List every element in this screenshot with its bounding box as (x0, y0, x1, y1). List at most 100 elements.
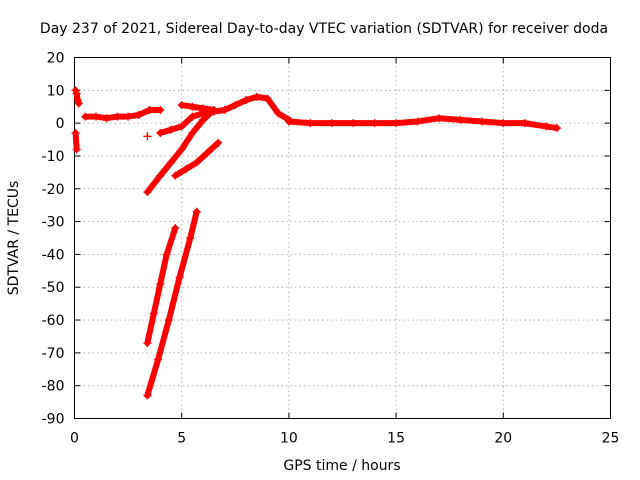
data-point (520, 119, 529, 128)
data-point (72, 145, 81, 154)
series-arc-steep2 (143, 207, 201, 400)
series-arc-diag1 (143, 106, 218, 197)
chart-title: Day 237 of 2021, Sidereal Day-to-day VTE… (40, 21, 608, 37)
data-point (171, 171, 180, 180)
data-point (477, 117, 486, 126)
data-point (284, 117, 293, 126)
data-point (154, 355, 163, 364)
y-tick-label: 0 (56, 116, 65, 132)
y-tick-label: -10 (42, 149, 65, 165)
x-axis-label: GPS time / hours (283, 458, 400, 474)
data-point (203, 148, 212, 157)
data-point (192, 207, 201, 216)
series-band (144, 107, 217, 196)
data-point (199, 104, 208, 113)
data-point (143, 132, 152, 141)
data-point (181, 165, 190, 174)
series-layer (71, 86, 561, 400)
series-arc-diag2 (171, 138, 223, 180)
data-point (392, 119, 401, 128)
data-point (274, 109, 283, 118)
data-point (124, 112, 133, 121)
x-tick-label: 20 (494, 431, 512, 447)
data-point (177, 122, 186, 131)
data-point (177, 101, 186, 110)
data-point (231, 101, 240, 110)
data-point (209, 106, 218, 115)
data-point (192, 158, 201, 167)
y-tick-label: -40 (42, 247, 65, 263)
data-point (156, 171, 165, 180)
tick-layer: 0 5 10 15 20 25 20 10 0 -10 -20 -30 -40 -50 -60 -70 -80 -… (42, 51, 620, 447)
data-point (188, 102, 197, 111)
data-point (166, 158, 175, 167)
data-point (434, 114, 443, 123)
data-point (72, 89, 81, 98)
data-point (175, 273, 184, 282)
data-point (370, 119, 379, 128)
y-tick-label: 10 (47, 83, 65, 99)
x-tick-label: 25 (602, 431, 620, 447)
x-tick-label: 15 (387, 431, 405, 447)
series-arc-steep1 (143, 224, 180, 348)
x-tick-label: 0 (70, 431, 79, 447)
data-point (71, 128, 80, 137)
y-tick-label: -20 (42, 182, 65, 198)
series-band (178, 102, 217, 114)
series-arc-rise (156, 92, 293, 137)
data-point (156, 279, 165, 288)
data-point (143, 339, 152, 348)
data-point (199, 115, 208, 124)
data-point (552, 124, 561, 133)
data-point (143, 391, 152, 400)
data-point (327, 119, 336, 128)
data-point (91, 112, 100, 121)
data-point (134, 110, 143, 119)
data-point (413, 117, 422, 126)
data-point (74, 99, 83, 108)
data-point (499, 119, 508, 128)
data-point (171, 224, 180, 233)
series-band (144, 208, 200, 399)
data-point (81, 112, 90, 121)
y-tick-label: -30 (42, 215, 65, 231)
y-axis-label: SDTVAR / TECUs (6, 181, 22, 296)
data-point (143, 188, 152, 197)
series-arc-long (284, 114, 561, 133)
data-point (252, 92, 261, 101)
data-point (164, 316, 173, 325)
data-point (306, 119, 315, 128)
data-point (214, 138, 223, 147)
plot-frame (74, 57, 611, 419)
data-point (156, 128, 165, 137)
data-point (542, 122, 551, 131)
data-point (242, 96, 251, 105)
y-tick-label: -90 (42, 412, 65, 428)
y-tick-label: 20 (47, 51, 65, 67)
y-tick-label: -50 (42, 280, 65, 296)
x-tick-label: 10 (280, 431, 298, 447)
data-point (263, 94, 272, 103)
data-point (188, 128, 197, 137)
data-point (349, 119, 358, 128)
y-tick-label: -70 (42, 346, 65, 362)
series-arc-0 (71, 86, 83, 108)
data-point (220, 106, 229, 115)
series-arc-isolated (143, 132, 152, 141)
series-arc-main (81, 106, 165, 123)
data-point (145, 106, 154, 115)
data-point (102, 114, 111, 123)
data-point (456, 115, 465, 124)
series-band (144, 225, 179, 347)
data-point (177, 145, 186, 154)
data-point (156, 106, 165, 115)
data-point (166, 125, 175, 134)
data-point (113, 112, 122, 121)
x-tick-label: 5 (177, 431, 186, 447)
series-arc-0b (71, 128, 81, 154)
y-tick-label: -60 (42, 313, 65, 329)
data-point (149, 309, 158, 318)
data-point (186, 234, 195, 242)
series-band (157, 93, 292, 136)
